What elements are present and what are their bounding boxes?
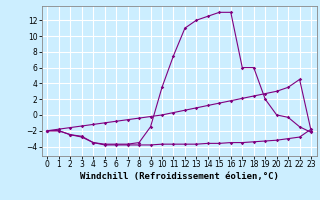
X-axis label: Windchill (Refroidissement éolien,°C): Windchill (Refroidissement éolien,°C)	[80, 172, 279, 181]
